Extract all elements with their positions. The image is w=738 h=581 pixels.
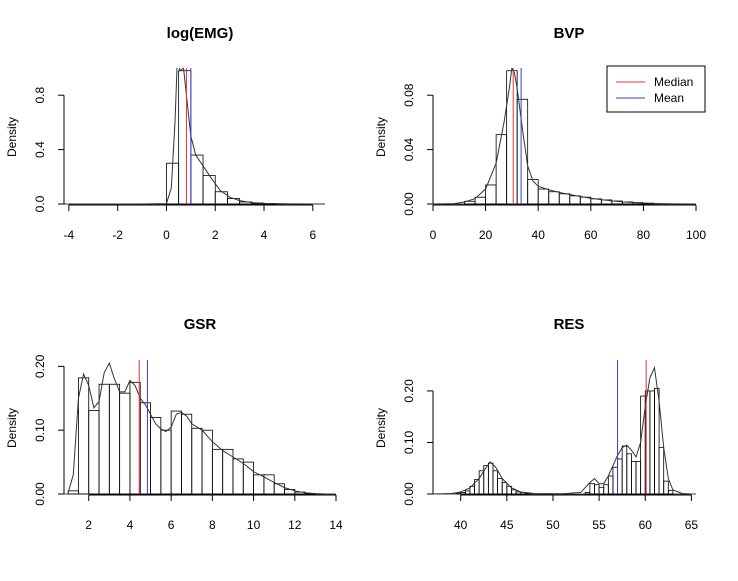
x-tick-label: 6 [168,518,175,532]
x-tick-label: 10 [247,518,261,532]
density-curve [64,68,325,205]
x-tick-label: 12 [288,518,302,532]
x-tick-label: 0 [163,228,170,242]
x-tick-label: 40 [454,518,468,532]
plot-area [433,68,696,205]
panel-title: GSR [184,316,217,333]
y-tick-label: 0.10 [402,430,416,454]
x-axis: 2 4 6 8 10 12 14 [85,494,343,532]
panel-res: RES Density 40 45 50 55 60 65 0.00 0.10 0.20 [374,316,698,532]
y-axis: 0.00 0.10 0.20 [402,379,434,506]
y-axis-label: Density [5,117,19,157]
plot-area [64,360,336,495]
y-tick-label: 0.00 [33,482,47,506]
density-curve [433,365,692,495]
x-tick-label: 2 [85,518,92,532]
panel-title: RES [554,316,585,333]
y-tick-label: 0.0 [33,195,47,212]
y-tick-label: 0.10 [33,418,47,442]
x-tick-label: -2 [112,228,123,242]
plot-area [64,68,325,205]
x-tick-label: 8 [209,518,216,532]
x-tick-label: 60 [639,518,653,532]
density-curve [67,361,326,495]
panel-bvp: BVP Density Median Mean 0 20 40 60 80 100 0.00… [374,25,706,242]
x-axis: 0 20 40 60 80 100 [430,204,706,242]
x-tick-label: 100 [686,228,706,242]
y-axis: 0.00 0.04 0.08 [402,83,434,216]
x-tick-label: -4 [64,228,75,242]
y-tick-label: 0.8 [33,87,47,104]
x-tick-label: 65 [685,518,699,532]
y-tick-label: 0.20 [402,379,416,403]
x-axis: -4 -2 0 2 4 6 [64,204,316,242]
x-tick-label: 60 [584,228,598,242]
x-tick-label: 14 [329,518,343,532]
legend-median-label: Median [654,75,693,89]
x-axis: 40 45 50 55 60 65 [454,494,699,532]
panel-emg: log(EMG) Density -4 -2 0 2 4 6 0.0 0.4 0.8 [5,25,325,242]
x-tick-label: 40 [532,228,546,242]
x-tick-label: 50 [546,518,560,532]
legend-box [606,65,706,113]
x-tick-label: 4 [261,228,268,242]
y-tick-label: 0.20 [33,354,47,378]
legend: Median Mean [606,65,706,113]
y-axis: 0.00 0.10 0.20 [33,354,65,506]
y-axis-label: Density [374,117,388,157]
x-tick-label: 55 [592,518,606,532]
x-tick-label: 2 [212,228,219,242]
panel-title: BVP [554,25,585,42]
legend-mean-label: Mean [654,91,684,105]
y-tick-label: 0.4 [33,141,47,158]
y-tick-label: 0.04 [402,138,416,162]
y-tick-label: 0.00 [402,192,416,216]
x-tick-label: 4 [127,518,134,532]
x-tick-label: 20 [479,228,493,242]
y-tick-label: 0.08 [402,83,416,107]
panel-gsr: GSR Density 2 4 6 8 10 12 14 0.00 0.10 0.20 [5,316,343,532]
x-tick-label: 0 [430,228,437,242]
density-curve [433,68,696,205]
y-axis: 0.0 0.4 0.8 [33,87,65,212]
y-tick-label: 0.00 [402,482,416,506]
x-tick-label: 80 [637,228,651,242]
x-tick-label: 6 [309,228,316,242]
y-axis-label: Density [5,408,19,448]
x-tick-label: 45 [500,518,514,532]
plot-area [433,360,696,495]
panel-title: log(EMG) [167,25,234,42]
y-axis-label: Density [374,408,388,448]
